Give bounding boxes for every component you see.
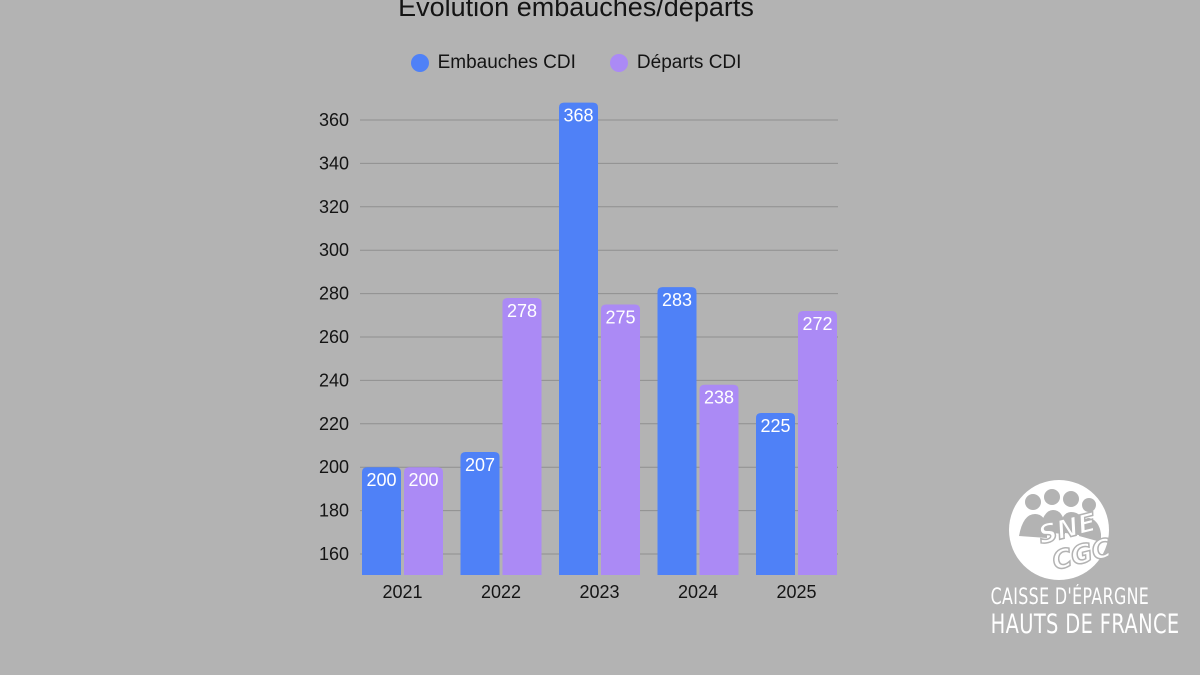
y-tick-label-360: 360: [319, 110, 349, 130]
chart-legend: Embauches CDI Départs CDI: [0, 52, 1152, 74]
data-labels: 200 200 207 278 368 275 283 238 225 272: [366, 106, 832, 491]
y-tick-label-240: 240: [319, 370, 349, 390]
data-label-departs-2025: 272: [802, 314, 832, 334]
legend-swatch-embauches: [410, 54, 429, 72]
bars: [362, 102, 837, 575]
bar-embauches-2023: [559, 102, 598, 575]
y-tick-label-320: 320: [319, 197, 349, 217]
data-label-embauches-2023: 368: [563, 106, 593, 126]
data-label-departs-2024: 238: [704, 388, 734, 408]
legend-label-departs: Départs CDI: [636, 52, 742, 73]
x-tick-label-2021: 2021: [382, 582, 422, 602]
y-tick-label-180: 180: [319, 501, 349, 521]
legend-item-departs: Départs CDI: [609, 52, 742, 74]
x-tick-label-2025: 2025: [776, 582, 816, 602]
legend-swatch-departs: [609, 54, 628, 72]
y-tick-label-260: 260: [319, 327, 349, 347]
bar-embauches-2025: [756, 412, 795, 575]
data-label-embauches-2022: 207: [465, 455, 495, 475]
bar-departs-2024: [699, 384, 739, 575]
axis-labels: 160 180 200 220 240 260 280 300 320 340 360 2021 202…: [319, 110, 817, 602]
y-tick-label-220: 220: [319, 414, 349, 434]
logo-text-hauts-de-france: HAUTS DE FRANCE: [990, 609, 1180, 641]
data-label-embauches-2021: 200: [366, 470, 396, 490]
bar-departs-2023: [601, 304, 640, 575]
legend-item-embauches: Embauches CDI: [410, 52, 576, 74]
bar-embauches-2022: [460, 452, 500, 575]
y-tick-label-200: 200: [319, 457, 349, 477]
bar-departs-2025: [798, 310, 837, 575]
data-label-departs-2022: 278: [507, 301, 537, 321]
y-tick-label-300: 300: [319, 240, 349, 260]
x-tick-label-2022: 2022: [481, 582, 521, 602]
data-label-embauches-2025: 225: [760, 416, 790, 436]
logo-text-caisse-epargne: CAISSE D'ÉPARGNE: [990, 585, 1150, 610]
sne-cgc-logo: SNE CGC CAISSE D'ÉPARGNE HAUTS DE FRANCE: [964, 478, 1180, 653]
legend-label-embauches: Embauches CDI: [437, 52, 576, 73]
y-tick-label-160: 160: [319, 544, 349, 564]
y-tick-label-340: 340: [319, 153, 349, 173]
data-label-departs-2023: 275: [605, 307, 635, 327]
bar-departs-2022: [502, 297, 542, 575]
data-label-departs-2021: 200: [408, 470, 438, 490]
bar-embauches-2021: [362, 467, 401, 575]
x-tick-label-2024: 2024: [678, 582, 718, 602]
chart-title: Évolution embauches/départs: [398, 0, 754, 22]
y-tick-label-280: 280: [319, 284, 349, 304]
x-tick-label-2023: 2023: [579, 582, 619, 602]
bar-departs-2021: [404, 467, 443, 575]
bar-embauches-2024: [657, 287, 697, 575]
data-label-embauches-2024: 283: [662, 290, 692, 310]
sne-cgc-emblem-icon: SNE CGC: [1009, 480, 1115, 580]
